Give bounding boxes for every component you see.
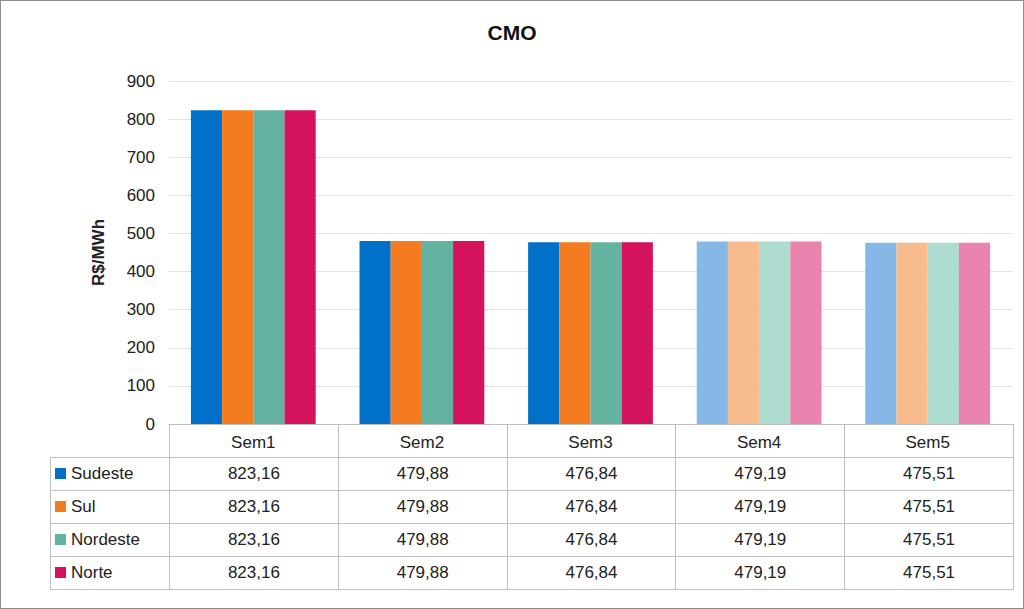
html-text:Norte: Norte — [71, 563, 113, 582]
html-text:823,16: 823,16 — [227, 530, 280, 549]
svg-text:500: 500 — [127, 224, 155, 243]
svg-text:800: 800 — [127, 110, 155, 129]
html-text:479,88: 479,88 — [396, 563, 449, 582]
html-text:479,19: 479,19 — [734, 464, 787, 483]
html-text:Sul: Sul — [71, 497, 96, 516]
html-text:823,16: 823,16 — [227, 464, 280, 483]
html-text:Sudeste: Sudeste — [71, 464, 134, 483]
html-text:Nordeste: Nordeste — [71, 530, 140, 549]
svg-text:400: 400 — [127, 262, 155, 281]
svg-text:Sem4: Sem4 — [737, 433, 781, 452]
html-text:475,51: 475,51 — [903, 464, 956, 483]
html-text:475,51: 475,51 — [903, 497, 956, 516]
html-text:475,51: 475,51 — [903, 563, 956, 582]
html-text:479,19: 479,19 — [734, 563, 787, 582]
html-text:479,19: 479,19 — [734, 530, 787, 549]
html-text:475,51: 475,51 — [903, 530, 956, 549]
html-text:476,84: 476,84 — [565, 497, 618, 516]
html-text:479,88: 479,88 — [396, 464, 449, 483]
svg-text:Sem1: Sem1 — [231, 433, 275, 452]
html-text:476,84: 476,84 — [565, 464, 618, 483]
html-text:476,84: 476,84 — [565, 530, 618, 549]
svg-text:0: 0 — [146, 415, 155, 434]
svg-text:300: 300 — [127, 300, 155, 319]
svg-text:CMO: CMO — [488, 21, 537, 44]
svg-text:700: 700 — [127, 148, 155, 167]
html-text:823,16: 823,16 — [227, 563, 280, 582]
svg-text:100: 100 — [127, 376, 155, 395]
svg-text:Sem5: Sem5 — [905, 433, 949, 452]
html-text:823,16: 823,16 — [227, 497, 280, 516]
svg-text:200: 200 — [127, 338, 155, 357]
svg-text:Sem2: Sem2 — [400, 433, 444, 452]
html-text:479,19: 479,19 — [734, 497, 787, 516]
svg-text:600: 600 — [127, 186, 155, 205]
html-text:476,84: 476,84 — [565, 563, 618, 582]
html-text:479,88: 479,88 — [396, 497, 449, 516]
svg-text:Sem3: Sem3 — [568, 433, 612, 452]
svg-text:900: 900 — [127, 72, 155, 91]
svg-text:R$/MWh: R$/MWh — [89, 219, 108, 286]
html-text:479,88: 479,88 — [396, 530, 449, 549]
